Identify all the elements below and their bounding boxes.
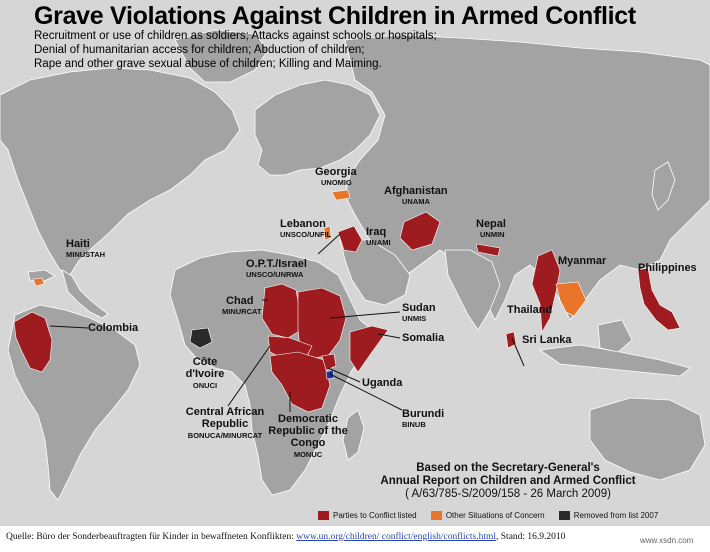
source-link[interactable]: www.un.org/children/ conflict/english/co… bbox=[296, 532, 497, 542]
iraq-shape bbox=[337, 225, 363, 253]
colombia-shape bbox=[13, 311, 53, 373]
label-burundi: Burundi BINUB bbox=[402, 408, 445, 429]
label-sri-lanka: Sri Lanka bbox=[522, 334, 572, 346]
legend-item-removed: Removed from list 2007 bbox=[558, 511, 658, 521]
label-nepal: Nepal UNMIN bbox=[476, 218, 506, 239]
north-america bbox=[0, 67, 241, 276]
legend-item-parties: Parties to Conflict listed bbox=[318, 511, 417, 521]
subtitle-line-2: Denial of humanitarian access for childr… bbox=[34, 44, 365, 56]
legend: Parties to Conflict listed Other Situati… bbox=[318, 511, 670, 521]
drc-shape bbox=[269, 351, 331, 413]
subtitle-line-1: Recruitment or use of children as soldie… bbox=[34, 30, 437, 42]
subtitle-line-3: Rape and other grave sexual abuse of chi… bbox=[34, 58, 382, 70]
indonesia bbox=[538, 344, 691, 377]
cote-divoire-shape bbox=[189, 327, 213, 349]
legend-item-other: Other Situations of Concern bbox=[430, 511, 545, 521]
label-drc: Democratic Republic of the Congo MONUC bbox=[268, 413, 348, 459]
australia bbox=[589, 397, 706, 481]
watermark: www.xsdn.com bbox=[640, 536, 694, 545]
source-text: Quelle: Büro der Sonderbeauftragten für … bbox=[6, 532, 566, 542]
note-line-3: ( A/63/785-S/2009/158 - 26 March 2009) bbox=[405, 488, 611, 500]
label-opt-israel: O.P.T./Israel UNSCO/UNRWA bbox=[246, 258, 307, 279]
label-somalia: Somalia bbox=[402, 332, 445, 344]
label-colombia: Colombia bbox=[88, 322, 139, 334]
uganda-shape bbox=[321, 353, 337, 371]
label-cote-divoire: Côte d'Ivoire ONUCI bbox=[185, 356, 225, 390]
borneo bbox=[597, 319, 633, 353]
asia bbox=[344, 34, 710, 321]
georgia-shape bbox=[331, 189, 351, 201]
label-lebanon: Lebanon UNSCO/UNFIL bbox=[280, 218, 332, 239]
label-myanmar: Myanmar bbox=[558, 255, 607, 267]
greenland bbox=[174, 29, 269, 83]
label-chad: Chad MINURCAT bbox=[222, 295, 262, 316]
europe bbox=[254, 79, 381, 176]
legend-swatch-parties bbox=[318, 511, 329, 521]
myanmar-shape bbox=[531, 249, 561, 334]
thailand-shape bbox=[555, 281, 587, 317]
haiti-shape bbox=[32, 277, 45, 287]
afghanistan-shape bbox=[399, 211, 441, 251]
somalia-shape bbox=[349, 325, 389, 373]
india bbox=[444, 249, 501, 331]
footer: Quelle: Büro der Sonderbeauftragten für … bbox=[0, 526, 710, 552]
label-car: Central African Republic BONUCA/MINURCAT bbox=[185, 406, 265, 440]
japan bbox=[651, 161, 676, 211]
page-title: Grave Violations Against Children in Arm… bbox=[34, 2, 636, 30]
report-note: Based on the Secretary-General's Annual … bbox=[360, 462, 656, 501]
label-iraq: Iraq UNAMI bbox=[366, 226, 391, 247]
label-philippines: Philippines bbox=[638, 262, 697, 274]
philippines-shape bbox=[637, 267, 681, 331]
nepal-shape bbox=[475, 243, 501, 257]
note-line-2: Annual Report on Children and Armed Conf… bbox=[380, 475, 636, 487]
leader-lines bbox=[49, 233, 525, 412]
central-america bbox=[61, 269, 109, 319]
legend-swatch-other bbox=[430, 511, 442, 521]
sudan-shape bbox=[297, 287, 347, 359]
label-georgia: Georgia UNOMIG bbox=[315, 166, 357, 187]
sri-lanka-shape bbox=[505, 331, 517, 349]
label-sudan: Sudan UNMIS bbox=[402, 302, 436, 323]
lebanon-opt-shape bbox=[323, 225, 332, 241]
legend-swatch-removed bbox=[558, 511, 570, 521]
madagascar bbox=[342, 409, 365, 461]
label-thailand: Thailand bbox=[507, 304, 553, 316]
arabia bbox=[339, 239, 411, 306]
note-line-1: Based on the Secretary-General's bbox=[416, 462, 600, 474]
label-afghanistan: Afghanistan UNAMA bbox=[384, 185, 448, 206]
label-uganda: Uganda bbox=[362, 377, 403, 389]
label-haiti: Haiti MINUSTAH bbox=[66, 238, 106, 259]
